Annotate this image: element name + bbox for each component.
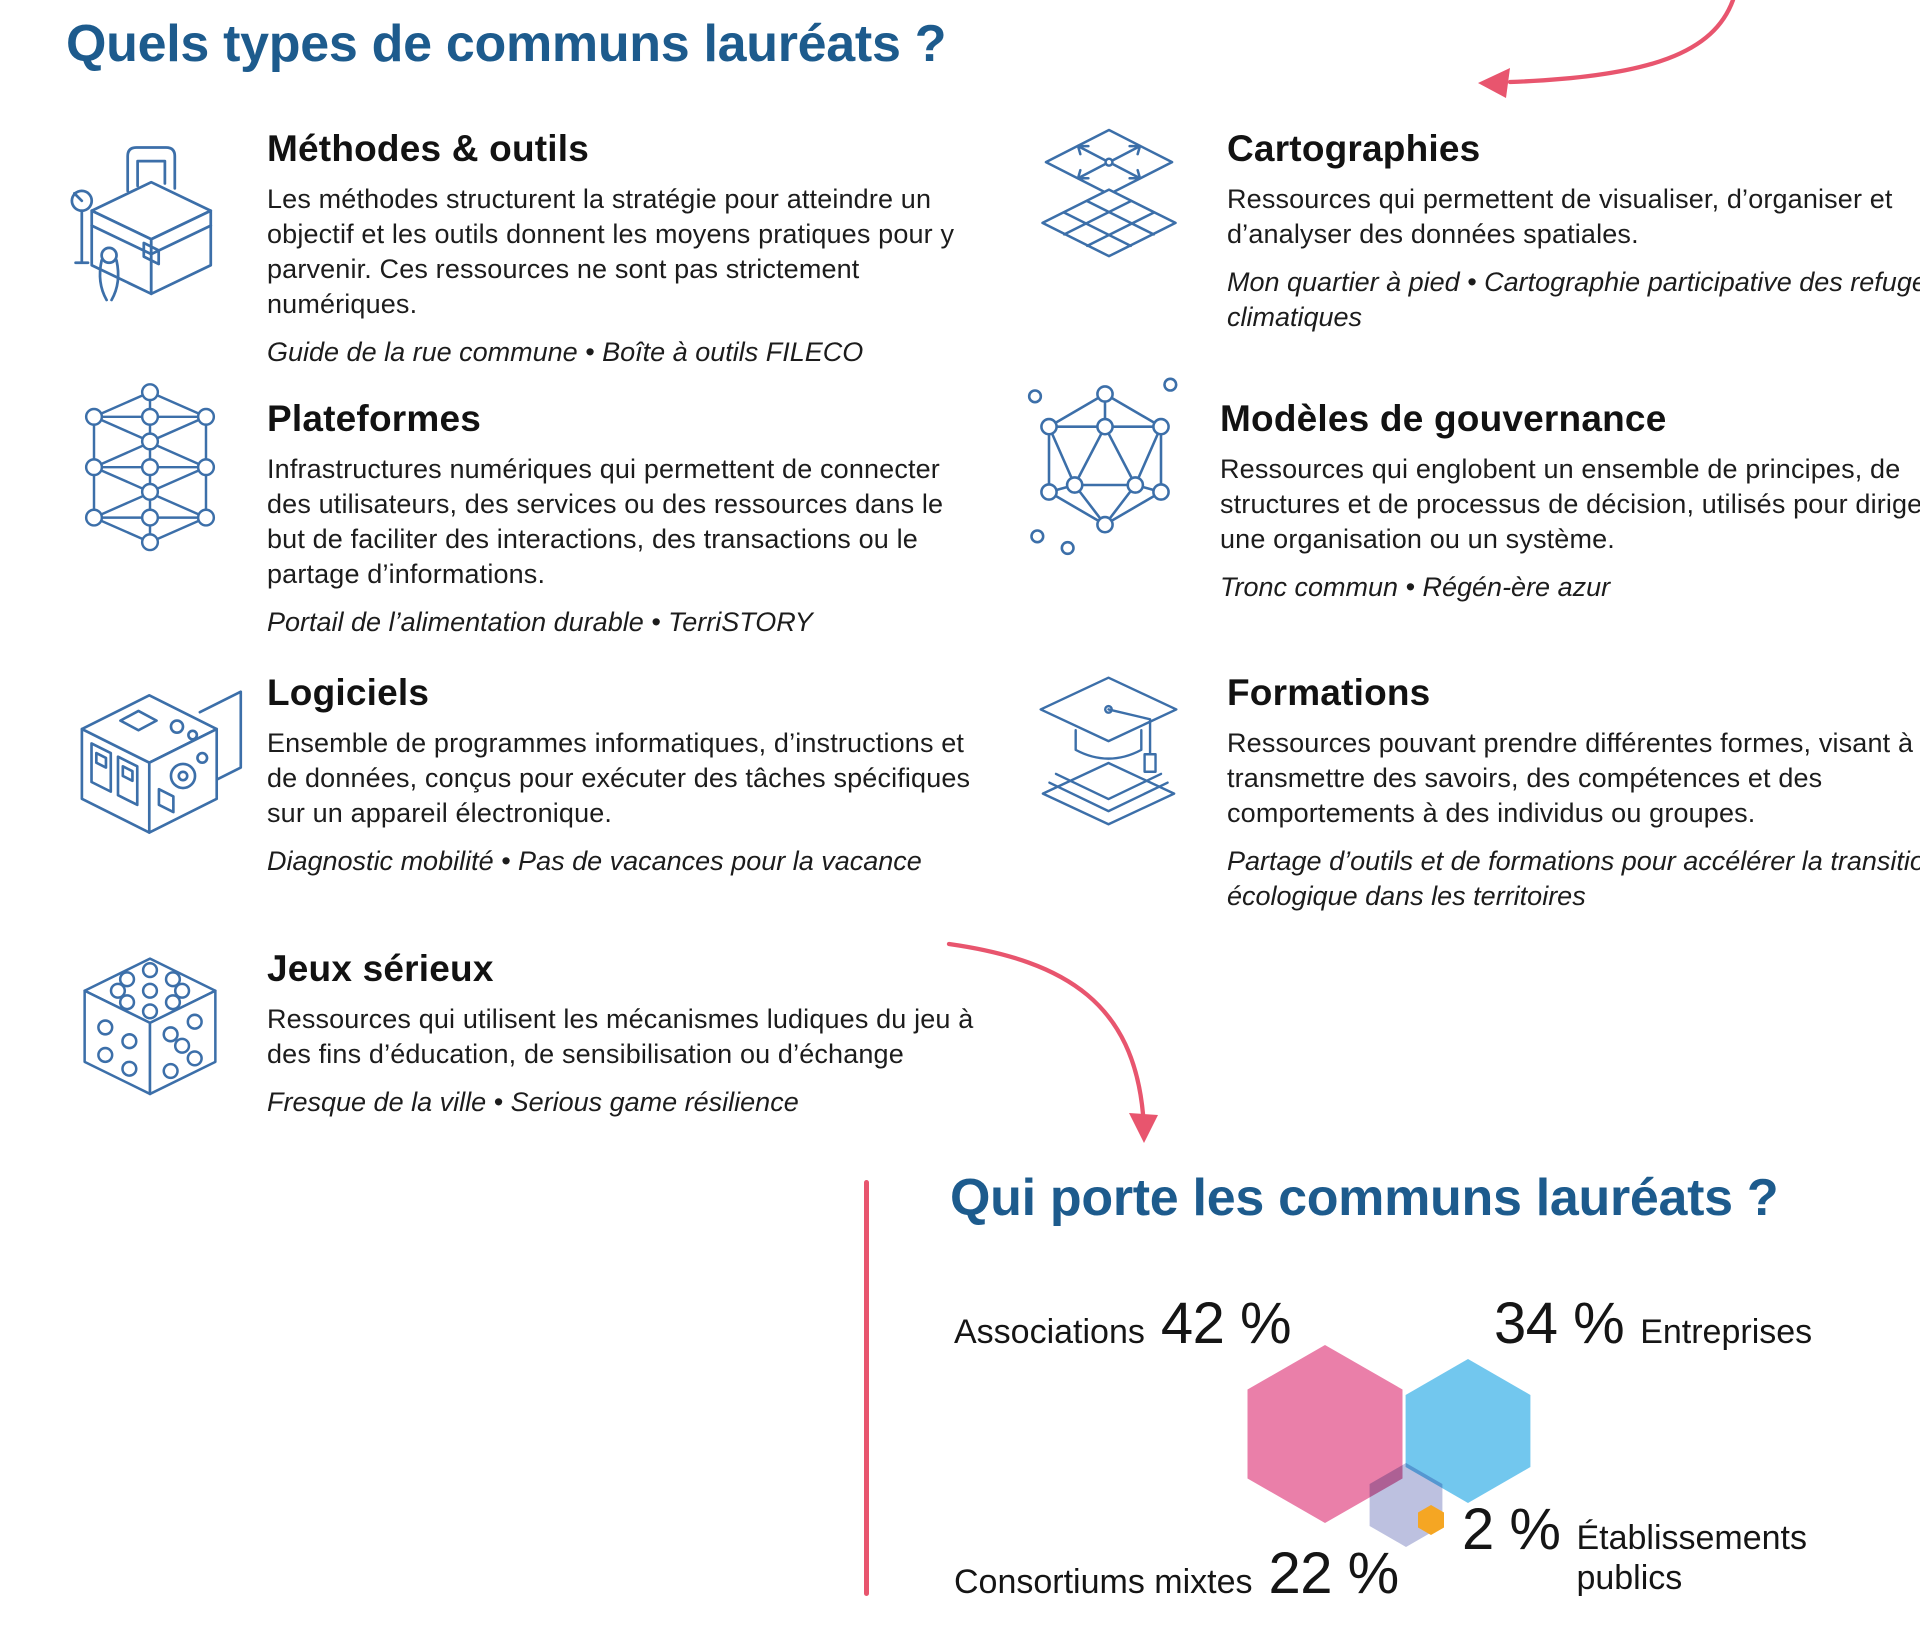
type-card-jeux-serieux: Jeux sérieux Ressources qui utilisent le… bbox=[50, 948, 990, 1120]
type-examples: Guide de la rue commune • Boîte à outils… bbox=[267, 337, 864, 368]
toolbox-icon bbox=[50, 114, 250, 325]
type-description: Ressources qui permettent de visualiser,… bbox=[1227, 184, 1893, 250]
stat-label: Associations bbox=[954, 1313, 1145, 1351]
chart-section-title: Qui porte les communs lauréats ? bbox=[950, 1169, 1779, 1227]
type-description: Ressources pouvant prendre différentes f… bbox=[1227, 728, 1914, 829]
stat-consortiums: Consortiums mixtes 22 % bbox=[954, 1540, 1399, 1607]
type-description: Ressources qui utilisent les mécanismes … bbox=[267, 1004, 974, 1070]
types-section-title: Quels types de communs lauréats ? bbox=[66, 15, 947, 73]
type-card-plateformes: Plateformes Infrastructures numériques q… bbox=[50, 383, 990, 640]
type-text-block: Formations Ressources pouvant prendre di… bbox=[1227, 672, 1920, 914]
stat-label: Établissements publics bbox=[1576, 1519, 1807, 1598]
type-text-block: Cartographies Ressources qui permettent … bbox=[1227, 128, 1920, 335]
vertical-divider bbox=[864, 1180, 869, 1596]
type-examples: Partage d’outils et de formations pour a… bbox=[1227, 846, 1920, 912]
stat-value: 42 % bbox=[1160, 1291, 1292, 1356]
stat-label: Consortiums mixtes bbox=[954, 1563, 1253, 1601]
hexagon-etablissements bbox=[1418, 1505, 1444, 1535]
type-heading: Cartographies bbox=[1227, 128, 1481, 169]
type-card-logiciels: Logiciels Ensemble de programmes informa… bbox=[50, 672, 990, 879]
stat-associations: Associations 42 % bbox=[954, 1290, 1292, 1357]
type-text-block: Modèles de gouvernance Ressources qui en… bbox=[1220, 398, 1920, 605]
governance-network-icon bbox=[1014, 366, 1189, 567]
stat-label: Entreprises bbox=[1640, 1313, 1813, 1351]
curved-arrow-mid-icon bbox=[946, 941, 1158, 1143]
type-text-block: Plateformes Infrastructures numériques q… bbox=[267, 398, 990, 640]
type-text-block: Méthodes & outils Les méthodes structure… bbox=[267, 128, 990, 370]
type-card-methodes-outils: Méthodes & outils Les méthodes structure… bbox=[50, 128, 990, 370]
type-examples: Diagnostic mobilité • Pas de vacances po… bbox=[267, 846, 922, 877]
type-heading: Plateformes bbox=[267, 398, 482, 439]
platform-layers-icon bbox=[50, 372, 250, 562]
training-icon bbox=[1021, 658, 1196, 833]
hexagon-chart bbox=[1247, 1345, 1531, 1547]
type-description: Infrastructures numériques qui permetten… bbox=[267, 454, 944, 590]
type-text-block: Logiciels Ensemble de programmes informa… bbox=[267, 672, 990, 879]
type-heading: Jeux sérieux bbox=[267, 948, 494, 989]
stat-entreprises: 34 % Entreprises bbox=[1494, 1290, 1812, 1357]
curved-arrow-top-icon bbox=[1478, 0, 1736, 98]
type-card-gouvernance: Modèles de gouvernance Ressources qui en… bbox=[1014, 377, 1920, 605]
type-heading: Modèles de gouvernance bbox=[1220, 398, 1667, 439]
type-examples: Portail de l’alimentation durable • Terr… bbox=[267, 607, 813, 638]
stat-etablissements: 2 % Établissements publics bbox=[1462, 1496, 1826, 1598]
type-examples: Tronc commun • Régén-ère azur bbox=[1220, 572, 1611, 603]
type-card-cartographies: Cartographies Ressources qui permettent … bbox=[1021, 128, 1920, 335]
type-examples: Mon quartier à pied • Cartographie parti… bbox=[1227, 267, 1920, 333]
hexagon-associations bbox=[1247, 1345, 1403, 1523]
type-heading: Méthodes & outils bbox=[267, 128, 590, 169]
type-heading: Logiciels bbox=[267, 672, 430, 713]
hexagon-entreprises bbox=[1405, 1359, 1531, 1503]
stat-value: 22 % bbox=[1268, 1541, 1400, 1606]
type-examples: Fresque de la ville • Serious game résil… bbox=[267, 1087, 799, 1118]
stat-value: 2 % bbox=[1462, 1497, 1561, 1562]
type-description: Les méthodes structurent la stratégie po… bbox=[267, 184, 955, 320]
type-description: Ensemble de programmes informatiques, d’… bbox=[267, 728, 971, 829]
type-heading: Formations bbox=[1227, 672, 1431, 713]
cartography-icon bbox=[1021, 114, 1196, 297]
type-text-block: Jeux sérieux Ressources qui utilisent le… bbox=[267, 948, 990, 1120]
type-description: Ressources qui englobent un ensemble de … bbox=[1220, 454, 1920, 555]
stat-value: 34 % bbox=[1494, 1291, 1625, 1356]
type-card-formations: Formations Ressources pouvant prendre di… bbox=[1021, 672, 1920, 914]
software-console-icon bbox=[50, 652, 250, 857]
dice-icon bbox=[50, 938, 250, 1127]
